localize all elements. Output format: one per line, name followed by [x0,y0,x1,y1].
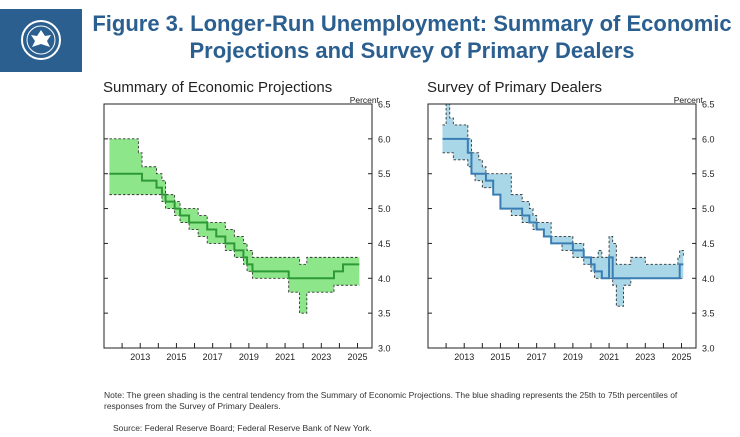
spd-xtick-label: 2025 [671,352,691,362]
sep-ytick-label: 5.0 [378,204,391,214]
spd-xtick-label: 2017 [527,352,547,362]
sep-xtick-label: 2015 [166,352,186,362]
sep-ytick-label: 6.0 [378,134,391,144]
spd-ytick-label: 4.0 [702,274,715,284]
spd-shaded-band [442,104,684,307]
spd-ytick-label: 4.5 [702,239,715,249]
spd-xtick-label: 2021 [599,352,619,362]
spd-xtick-label: 2015 [490,352,510,362]
spd-lower-bound-line [442,152,684,307]
title-line-2: Projections and Survey of Primary Dealer… [189,38,635,63]
figure-source: Source: Federal Reserve Board; Federal R… [113,423,372,433]
title-line-1: Figure 3. Longer-Run Unemployment: Summa… [92,11,732,36]
sep-upper-bound-line [109,138,360,265]
spd-ytick-label: 6.5 [702,100,715,110]
spd-xtick-label: 2019 [563,352,583,362]
sep-ylabel: Percent [350,95,380,105]
spd-ytick-label: 3.0 [702,344,715,354]
figure-note: Note: The green shading is the central t… [104,390,678,411]
sep-plot-frame [103,103,373,349]
sep-xtick-label: 2013 [130,352,150,362]
federal-reserve-seal-icon [21,20,61,60]
sep-ytick-label: 5.5 [378,169,391,179]
spd-ytick-label: 3.5 [702,309,715,319]
sep-xtick-label: 2023 [311,352,331,362]
spd-ytick-label: 5.0 [702,204,715,214]
figure-header: Figure 3. Longer-Run Unemployment: Summa… [0,0,740,72]
spd-xtick-label: 2023 [635,352,655,362]
sep-xtick-label: 2017 [203,352,223,362]
sep-ytick-label: 3.5 [378,309,391,319]
sep-xtick-label: 2019 [239,352,259,362]
spd-median-line [442,137,684,280]
spd-ytick-label: 6.0 [702,134,715,144]
sep-ytick-label: 3.0 [378,344,391,354]
sep-lower-bound-line [109,194,360,314]
spd-plot-frame [427,103,697,349]
spd-ytick-label: 5.5 [702,169,715,179]
sep-ytick-label: 4.5 [378,239,391,249]
sep-ytick-label: 6.5 [378,100,391,110]
figure-title: Figure 3. Longer-Run Unemployment: Summa… [92,10,732,64]
logo-box [0,9,82,72]
sep-xtick-label: 2025 [347,352,367,362]
sep-median-line [109,172,360,280]
sep-xtick-label: 2021 [275,352,295,362]
sep-ytick-label: 4.0 [378,274,391,284]
sep-panel-title: Summary of Economic Projections [103,79,333,96]
sep-shaded-band [109,138,360,314]
spd-xtick-label: 2013 [454,352,474,362]
spd-ylabel: Percent [674,95,704,105]
spd-panel-title: Survey of Primary Dealers [427,79,603,96]
